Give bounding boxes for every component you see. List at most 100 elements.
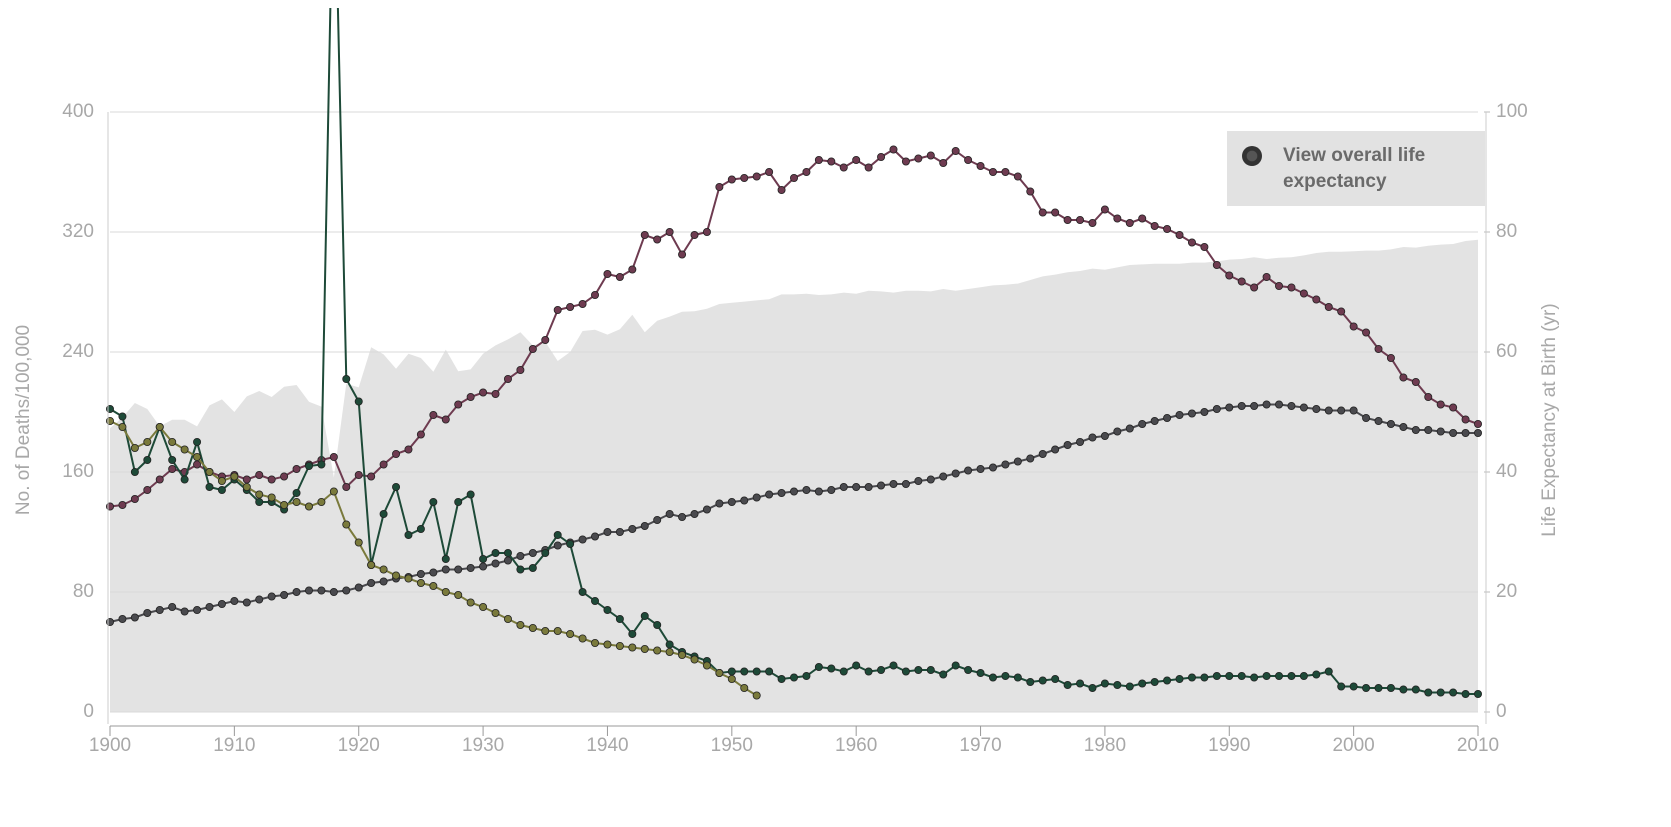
series-point — [640, 230, 649, 239]
series-point — [690, 509, 699, 518]
series-point — [715, 499, 724, 508]
series-point — [864, 667, 873, 676]
series-point — [242, 475, 251, 484]
series-point — [416, 579, 425, 588]
series-point — [1362, 328, 1371, 337]
series-point — [665, 509, 674, 518]
series-point — [304, 586, 313, 595]
series-point — [528, 344, 537, 353]
x-tick-label: 1930 — [462, 735, 504, 756]
series-point — [342, 586, 351, 595]
area-layer — [110, 239, 1478, 713]
series-point — [155, 422, 164, 431]
series-point — [1262, 400, 1271, 409]
series-point — [752, 667, 761, 676]
series-point — [168, 437, 177, 446]
series-point — [491, 609, 500, 618]
y2-tick-label: 20 — [1496, 581, 1517, 602]
series-point — [1175, 230, 1184, 239]
series-point — [640, 612, 649, 621]
series-point — [1088, 433, 1097, 442]
series-point — [466, 490, 475, 499]
series-point — [939, 670, 948, 679]
series-point — [1411, 425, 1420, 434]
series-point — [640, 645, 649, 654]
series-point — [1163, 413, 1172, 422]
series-point — [1076, 215, 1085, 224]
series-point — [827, 157, 836, 166]
toggle-icon — [1242, 146, 1262, 166]
series-point — [280, 500, 289, 509]
series-point — [516, 365, 525, 374]
series-point — [454, 565, 463, 574]
y-tick-label: 240 — [62, 341, 94, 362]
series-point — [516, 565, 525, 574]
series-point — [976, 161, 985, 170]
series-point — [1113, 681, 1122, 690]
x-tick-label: 1960 — [835, 735, 877, 756]
series-point — [1051, 445, 1060, 454]
series-point — [255, 595, 264, 604]
series-point — [106, 502, 115, 511]
series-point — [379, 577, 388, 586]
series-point — [1125, 682, 1134, 691]
series-point — [951, 146, 960, 155]
series-point — [1038, 208, 1047, 217]
series-point — [1399, 373, 1408, 382]
x-tick-label: 1900 — [89, 735, 131, 756]
series-point — [615, 528, 624, 537]
y2-axis-label: Life Expectancy at Birth (yr) — [1539, 303, 1560, 536]
series-point — [130, 443, 139, 452]
series-point — [304, 502, 313, 511]
series-point — [1337, 307, 1346, 316]
series-point — [255, 470, 264, 479]
y-tick-label: 400 — [62, 101, 94, 122]
series-point — [292, 464, 301, 473]
series-point — [516, 552, 525, 561]
series-point — [566, 302, 575, 311]
y-tick-label: 320 — [62, 221, 94, 242]
series-point — [901, 667, 910, 676]
series-point — [988, 463, 997, 472]
series-point — [479, 562, 488, 571]
series-point — [926, 475, 935, 484]
series-point — [1013, 673, 1022, 682]
series-point — [1187, 409, 1196, 418]
series-point — [827, 664, 836, 673]
series-point — [914, 476, 923, 485]
series-point — [1436, 427, 1445, 436]
series-point — [1250, 673, 1259, 682]
x-tick-label: 1980 — [1084, 735, 1126, 756]
series-point — [839, 482, 848, 491]
life-expectancy-toggle[interactable]: View overall life expectancy — [1227, 131, 1485, 206]
series-point — [926, 151, 935, 160]
series-point — [690, 230, 699, 239]
series-point — [1275, 672, 1284, 681]
series-point — [1038, 676, 1047, 685]
series-point — [839, 667, 848, 676]
series-point — [1237, 672, 1246, 681]
series-point — [429, 410, 438, 419]
series-point — [304, 461, 313, 470]
series-point — [1163, 676, 1172, 685]
series-point — [603, 528, 612, 537]
series-point — [454, 497, 463, 506]
series-point — [143, 609, 152, 618]
series-point — [479, 555, 488, 564]
series-point — [404, 445, 413, 454]
series-point — [130, 494, 139, 503]
series-point — [242, 482, 251, 491]
series-point — [1100, 679, 1109, 688]
series-point — [503, 374, 512, 383]
series-point — [1125, 424, 1134, 433]
series-point — [416, 430, 425, 439]
series-point — [702, 661, 711, 670]
series-point — [1362, 684, 1371, 693]
series-point — [429, 582, 438, 591]
series-point — [491, 559, 500, 568]
series-point — [528, 624, 537, 633]
series-point — [665, 648, 674, 657]
series-point — [217, 476, 226, 485]
series-point — [964, 466, 973, 475]
y2-tick-label: 80 — [1496, 221, 1517, 242]
